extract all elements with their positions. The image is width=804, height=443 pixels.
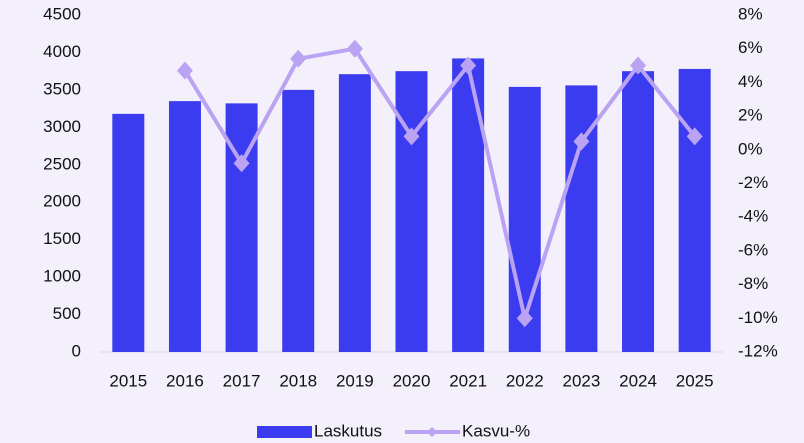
legend-label: Laskutus: [314, 421, 382, 440]
x-tick-label: 2024: [619, 371, 657, 390]
y-tick-label: 1000: [43, 267, 81, 286]
x-tick-label: 2020: [393, 371, 431, 390]
x-tick-label: 2023: [562, 371, 600, 390]
point: [176, 61, 193, 80]
point: [460, 56, 477, 75]
point: [290, 49, 307, 68]
bar: [508, 86, 541, 352]
y2-tick-label: 8%: [738, 4, 763, 23]
x-tick-label: 2015: [109, 371, 147, 390]
x-tick-label: 2017: [223, 371, 261, 390]
x-tick-label: 2019: [336, 371, 374, 390]
point: [686, 127, 703, 146]
line: [183, 46, 697, 321]
point: [630, 56, 647, 75]
x-tick-label: 2022: [506, 371, 544, 390]
legend-swatch: [427, 427, 438, 437]
y-tick-label: 3500: [43, 79, 81, 98]
bar: [168, 101, 201, 352]
y-tick-label: 0: [72, 341, 81, 360]
legend-label: Kasvu-%: [462, 421, 530, 440]
y2-tick-label: -2%: [738, 173, 768, 192]
y-tick-label: 500: [53, 304, 81, 323]
y2-tick-label: -12%: [738, 341, 778, 360]
bar: [282, 89, 315, 352]
y-tick-label: 4500: [43, 4, 81, 23]
y-tick-label: 4000: [43, 42, 81, 61]
y-tick-label: 1500: [43, 229, 81, 248]
bar: [338, 74, 371, 352]
y2-tick-label: -6%: [738, 240, 768, 259]
point: [233, 154, 250, 173]
y2-tick-label: 2%: [738, 106, 763, 125]
x-tick-label: 2018: [279, 371, 317, 390]
y-tick-label: 2000: [43, 192, 81, 211]
x-tick-label: 2016: [166, 371, 204, 390]
legend-swatch: [257, 426, 312, 438]
bar: [622, 71, 655, 353]
x-tick-label: 2025: [676, 371, 714, 390]
y2-tick-label: -10%: [738, 308, 778, 327]
y2-tick-label: -8%: [738, 274, 768, 293]
bar: [395, 71, 428, 353]
point: [403, 127, 420, 146]
y2-tick-label: -4%: [738, 207, 768, 226]
bar: [678, 68, 711, 353]
y-tick-label: 3000: [43, 117, 81, 136]
y2-tick-label: 4%: [738, 72, 763, 91]
y-tick-label: 2500: [43, 154, 81, 173]
point: [516, 309, 533, 328]
bar: [452, 58, 485, 353]
point: [573, 132, 590, 151]
x-tick-label: 2021: [449, 371, 487, 390]
bar: [112, 113, 145, 352]
y2-tick-label: 0%: [738, 139, 763, 158]
point: [346, 39, 363, 58]
y2-tick-label: 6%: [738, 38, 763, 57]
